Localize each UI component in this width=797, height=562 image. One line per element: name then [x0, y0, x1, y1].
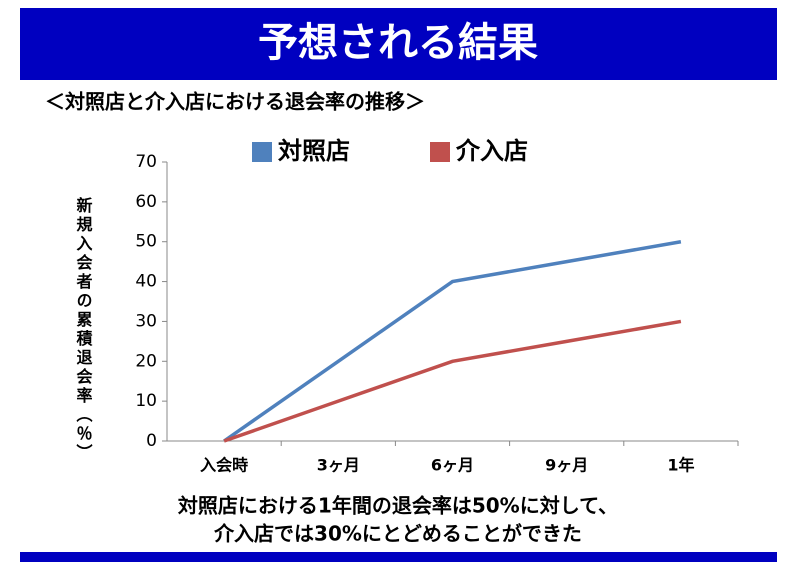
chart-title: ＜対照店と介入店における退会率の推移＞ [45, 90, 425, 114]
series-line [223, 319, 682, 443]
y-tick-label: 30 [135, 311, 157, 331]
x-tick-label: 9ヶ月 [545, 456, 588, 475]
header-bar [20, 8, 777, 80]
y-tick-label: 50 [135, 232, 157, 252]
x-tick-label: 入会時 [200, 456, 248, 475]
legend-label: 対照店 [278, 137, 350, 165]
legend-swatch [430, 142, 450, 162]
y-tick-label: 60 [135, 192, 157, 212]
y-tick-label: 40 [135, 272, 157, 292]
x-tick-label: 3ヶ月 [317, 456, 360, 475]
series-line [223, 239, 682, 443]
x-tick-label: 1年 [667, 456, 694, 475]
footer-line: 介入店では30%にとどめることができた [213, 522, 582, 546]
y-tick-label: 70 [135, 152, 157, 172]
footer-bar [20, 552, 777, 562]
legend-label: 介入店 [455, 137, 528, 165]
y-tick-label: 20 [135, 351, 157, 371]
y-tick-label: 0 [146, 431, 157, 451]
x-tick-label: 6ヶ月 [431, 456, 474, 475]
slide-title: 予想される結果 [258, 20, 538, 66]
legend-swatch [252, 142, 272, 162]
y-tick-label: 10 [135, 391, 157, 411]
footer-line: 対照店における1年間の退会率は50%に対して、 [177, 494, 618, 518]
y-axis-label: 新規入会者の累積退会率（％） [74, 196, 94, 463]
